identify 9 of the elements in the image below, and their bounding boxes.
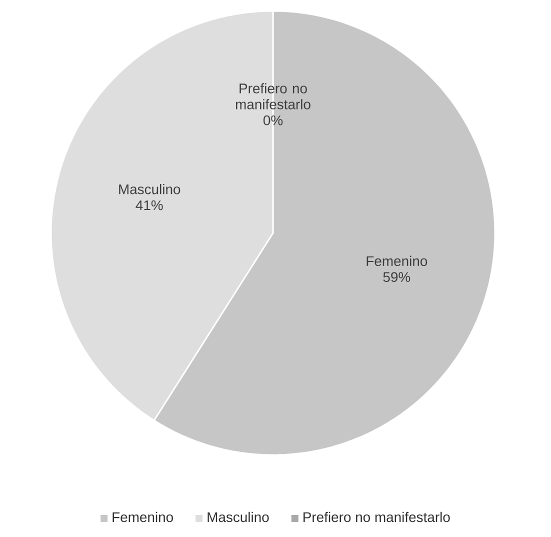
legend-label: Masculino — [208, 512, 269, 522]
data-label: 41% — [136, 200, 163, 210]
text: 0% — [263, 115, 283, 126]
legend-label: Prefiero no manifestarlo — [304, 512, 450, 522]
category-label: Prefiero no manifestarlo — [236, 83, 310, 110]
legend-label: Femenino — [112, 512, 173, 522]
slice-label: Masculino — [119, 184, 180, 194]
slice-label: Femenino — [366, 256, 428, 266]
data-label: 59% — [383, 272, 410, 282]
